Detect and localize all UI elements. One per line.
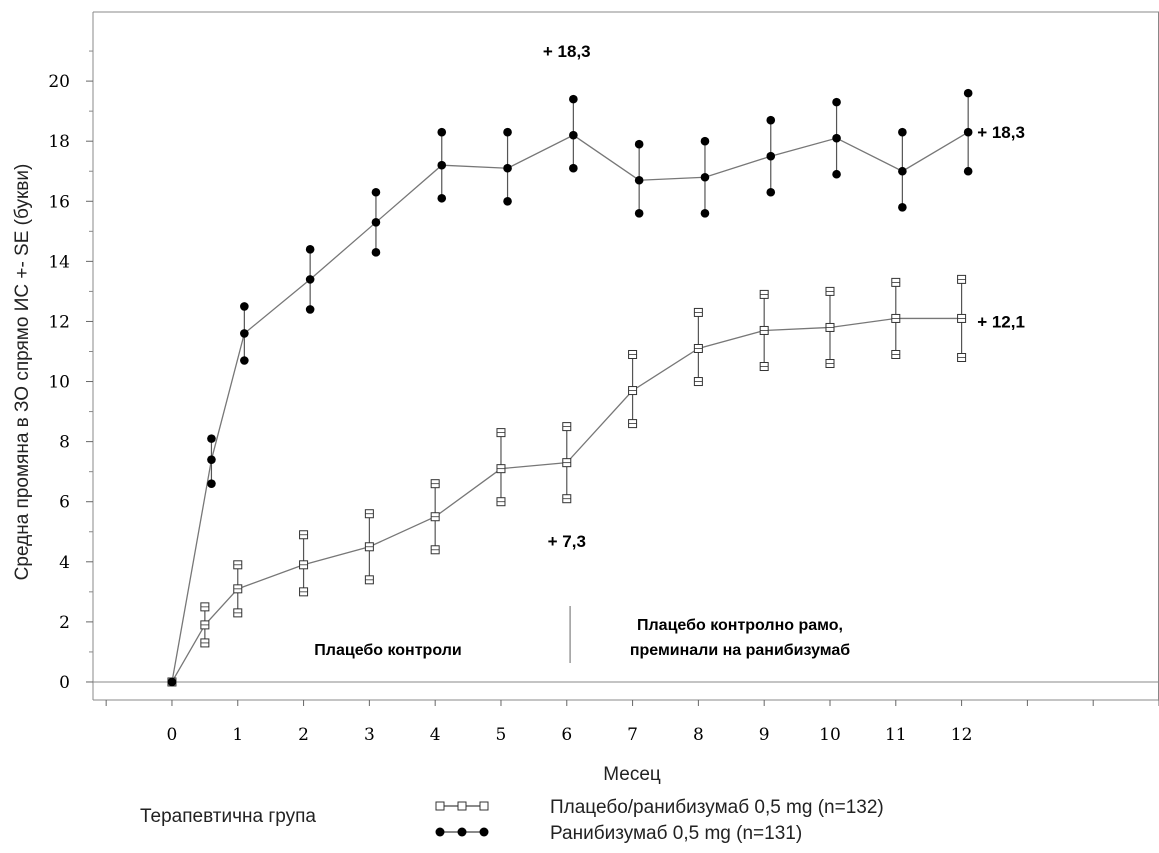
se-high-marker xyxy=(634,139,644,149)
se-low-marker xyxy=(766,187,776,197)
se-high-marker xyxy=(832,97,841,107)
legend-marker xyxy=(435,801,445,811)
data-point xyxy=(832,133,841,143)
se-low-marker xyxy=(700,208,710,218)
y-tick-label: 8 xyxy=(59,433,70,453)
legend: Терапевтична група Плацебо/ранибизумаб 0… xyxy=(140,797,884,844)
se-low-marker xyxy=(437,193,447,203)
data-point xyxy=(503,163,512,173)
se-high-marker xyxy=(305,245,315,254)
series-line xyxy=(171,131,969,683)
phase-group: Плацебо контроли Плацебо контролно рамо, п… xyxy=(314,606,850,663)
data-point xyxy=(963,127,973,137)
se-high-marker xyxy=(503,127,512,137)
x-ticks: 0 1 2 3 4 5 6 7 8 9 10 11 12 xyxy=(105,700,1159,745)
phase-label: Плацебо контролно рамо, xyxy=(637,617,843,634)
phase-label: Плацебо контроли xyxy=(314,642,461,659)
x-tick-label: 9 xyxy=(759,725,770,745)
x-tick-label: 7 xyxy=(627,725,638,745)
annotation-group: + 18,3 + 18,3 + 12,1 + 7,3 xyxy=(543,42,1025,551)
y-ticks: 0 2 4 6 8 10 12 14 16 18 20 xyxy=(48,50,93,693)
legend-marker xyxy=(479,827,489,837)
legend-title: Терапевтична група xyxy=(140,806,316,827)
series-0 xyxy=(167,274,967,687)
series-group xyxy=(167,88,973,687)
legend-marker xyxy=(479,801,489,811)
x-tick-label: 1 xyxy=(232,725,243,745)
se-low-marker xyxy=(898,202,907,212)
legend-label: Ранибизумаб 0,5 mg (n=131) xyxy=(550,823,802,844)
x-tick-label: 0 xyxy=(167,725,178,745)
x-axis-label: Месец xyxy=(603,764,661,785)
data-point xyxy=(700,172,710,182)
value-annotation: + 12,1 xyxy=(977,312,1025,331)
se-high-marker xyxy=(700,136,710,146)
legend-item-1: Ранибизумаб 0,5 mg (n=131) xyxy=(435,823,802,844)
se-low-marker xyxy=(503,196,512,206)
legend-item-0: Плацебо/ранибизумаб 0,5 mg (n=132) xyxy=(435,797,884,818)
y-tick-label: 6 xyxy=(59,493,70,513)
x-tick-label: 12 xyxy=(951,725,973,745)
y-tick-label: 2 xyxy=(59,613,70,633)
data-point xyxy=(305,275,315,284)
data-point xyxy=(634,175,644,185)
se-high-marker xyxy=(766,115,776,125)
x-tick-label: 11 xyxy=(885,725,907,745)
se-low-marker xyxy=(371,248,381,257)
se-high-marker xyxy=(569,94,578,104)
x-tick-label: 4 xyxy=(430,725,441,745)
se-low-marker xyxy=(832,169,841,179)
se-high-marker xyxy=(898,127,907,137)
legend-items: Плацебо/ранибизумаб 0,5 mg (n=132) Раниби… xyxy=(435,797,884,844)
data-point xyxy=(766,151,776,161)
y-tick-label: 14 xyxy=(48,252,70,272)
se-high-marker xyxy=(207,434,216,443)
y-tick-label: 20 xyxy=(48,72,70,92)
value-annotation: + 7,3 xyxy=(548,532,586,551)
series-1 xyxy=(167,88,973,687)
y-tick-label: 16 xyxy=(48,192,70,212)
legend-label: Плацебо/ранибизумаб 0,5 mg (n=132) xyxy=(550,797,884,818)
y-tick-label: 18 xyxy=(48,132,70,152)
se-low-marker xyxy=(569,163,578,173)
series-line xyxy=(171,317,962,683)
data-point xyxy=(167,677,177,687)
x-tick-label: 5 xyxy=(496,725,507,745)
x-tick-label: 10 xyxy=(819,725,841,745)
data-point xyxy=(240,329,249,338)
x-tick-label: 8 xyxy=(693,725,704,745)
se-low-marker xyxy=(963,166,973,176)
y-tick-label: 12 xyxy=(48,312,70,332)
data-point xyxy=(898,166,907,176)
x-tick-label: 6 xyxy=(561,725,572,745)
x-tick-label: 3 xyxy=(364,725,375,745)
se-low-marker xyxy=(207,479,216,488)
y-tick-label: 10 xyxy=(48,373,70,393)
data-point xyxy=(371,218,381,227)
phase-label: преминали на ранибизумаб xyxy=(630,642,850,659)
plot-frame xyxy=(92,11,1159,701)
data-point xyxy=(207,455,216,464)
legend-marker xyxy=(457,827,467,837)
y-axis-label: Средна промяна в ЗО спрямо ИС +- SE (бук… xyxy=(12,164,33,581)
y-tick-label: 0 xyxy=(59,673,70,693)
se-low-marker xyxy=(634,208,644,218)
se-high-marker xyxy=(437,127,447,137)
se-low-marker xyxy=(305,305,315,314)
legend-marker xyxy=(435,827,445,837)
se-low-marker xyxy=(240,356,249,365)
value-annotation: + 18,3 xyxy=(543,42,591,61)
se-high-marker xyxy=(371,187,381,197)
legend-marker xyxy=(457,801,467,811)
se-high-marker xyxy=(240,302,249,311)
x-tick-label: 2 xyxy=(298,725,309,745)
y-tick-label: 4 xyxy=(59,553,70,573)
data-point xyxy=(569,130,578,140)
value-annotation: + 18,3 xyxy=(977,123,1025,142)
data-point xyxy=(437,160,447,170)
se-high-marker xyxy=(963,88,973,98)
